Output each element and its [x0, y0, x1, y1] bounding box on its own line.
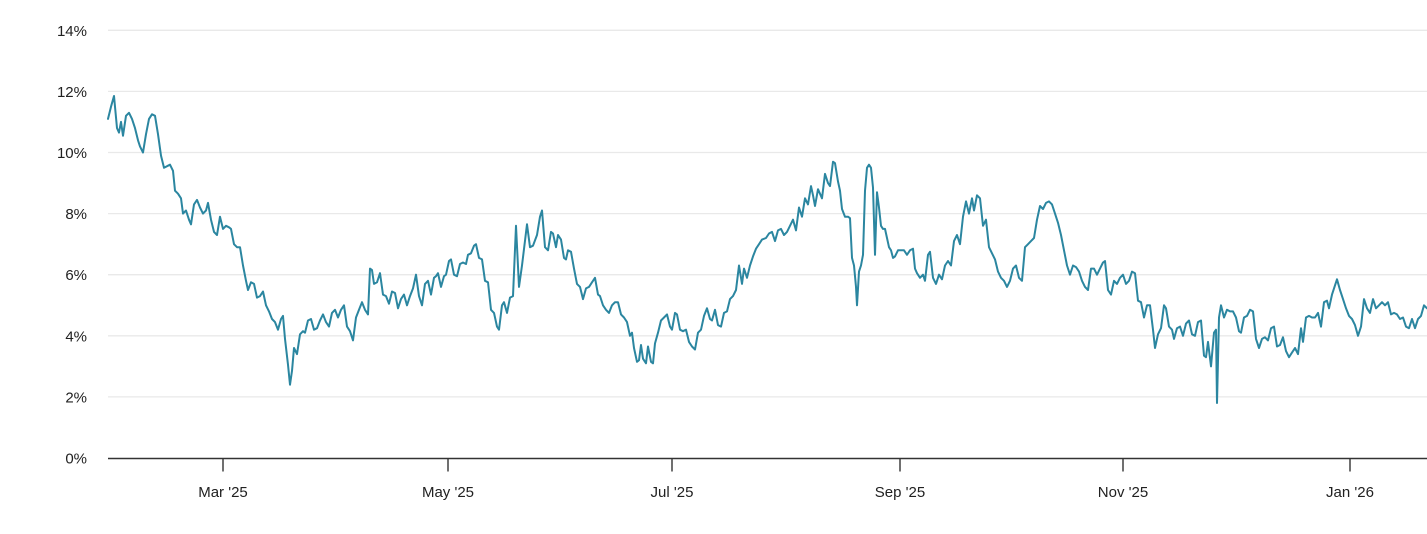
y-axis-tick-label: 8%: [65, 206, 87, 223]
y-axis-tick-label: 14%: [57, 23, 87, 40]
x-axis-tick-label: Jan '26: [1326, 484, 1374, 501]
line-chart: 0% 2% 4% 6% 8% 10% 12% 14% Mar '25 May '25 Jul '25…: [40, 16, 1427, 518]
y-axis-tick-label: 12%: [57, 84, 87, 101]
y-axis-tick-label: 4%: [65, 328, 87, 345]
y-axis-tick-label: 10%: [57, 145, 87, 162]
x-axis-tick-label: May '25: [422, 484, 474, 501]
x-axis-tick-label: Sep '25: [875, 484, 925, 501]
x-axis-tick-label: Mar '25: [198, 484, 248, 501]
y-axis-tick-label: 2%: [65, 389, 87, 406]
y-axis-tick-label: 6%: [65, 267, 87, 284]
chart-canvas[interactable]: 0% 2% 4% 6% 8% 10% 12% 14% Mar '25 May '25 Jul '25…: [40, 16, 1427, 518]
x-axis-tick-label: Jul '25: [651, 484, 694, 501]
series-line-path[interactable]: [107, 95, 1427, 404]
x-axis-tick-label: Nov '25: [1098, 484, 1148, 501]
y-axis-tick-label: 0%: [65, 451, 87, 468]
